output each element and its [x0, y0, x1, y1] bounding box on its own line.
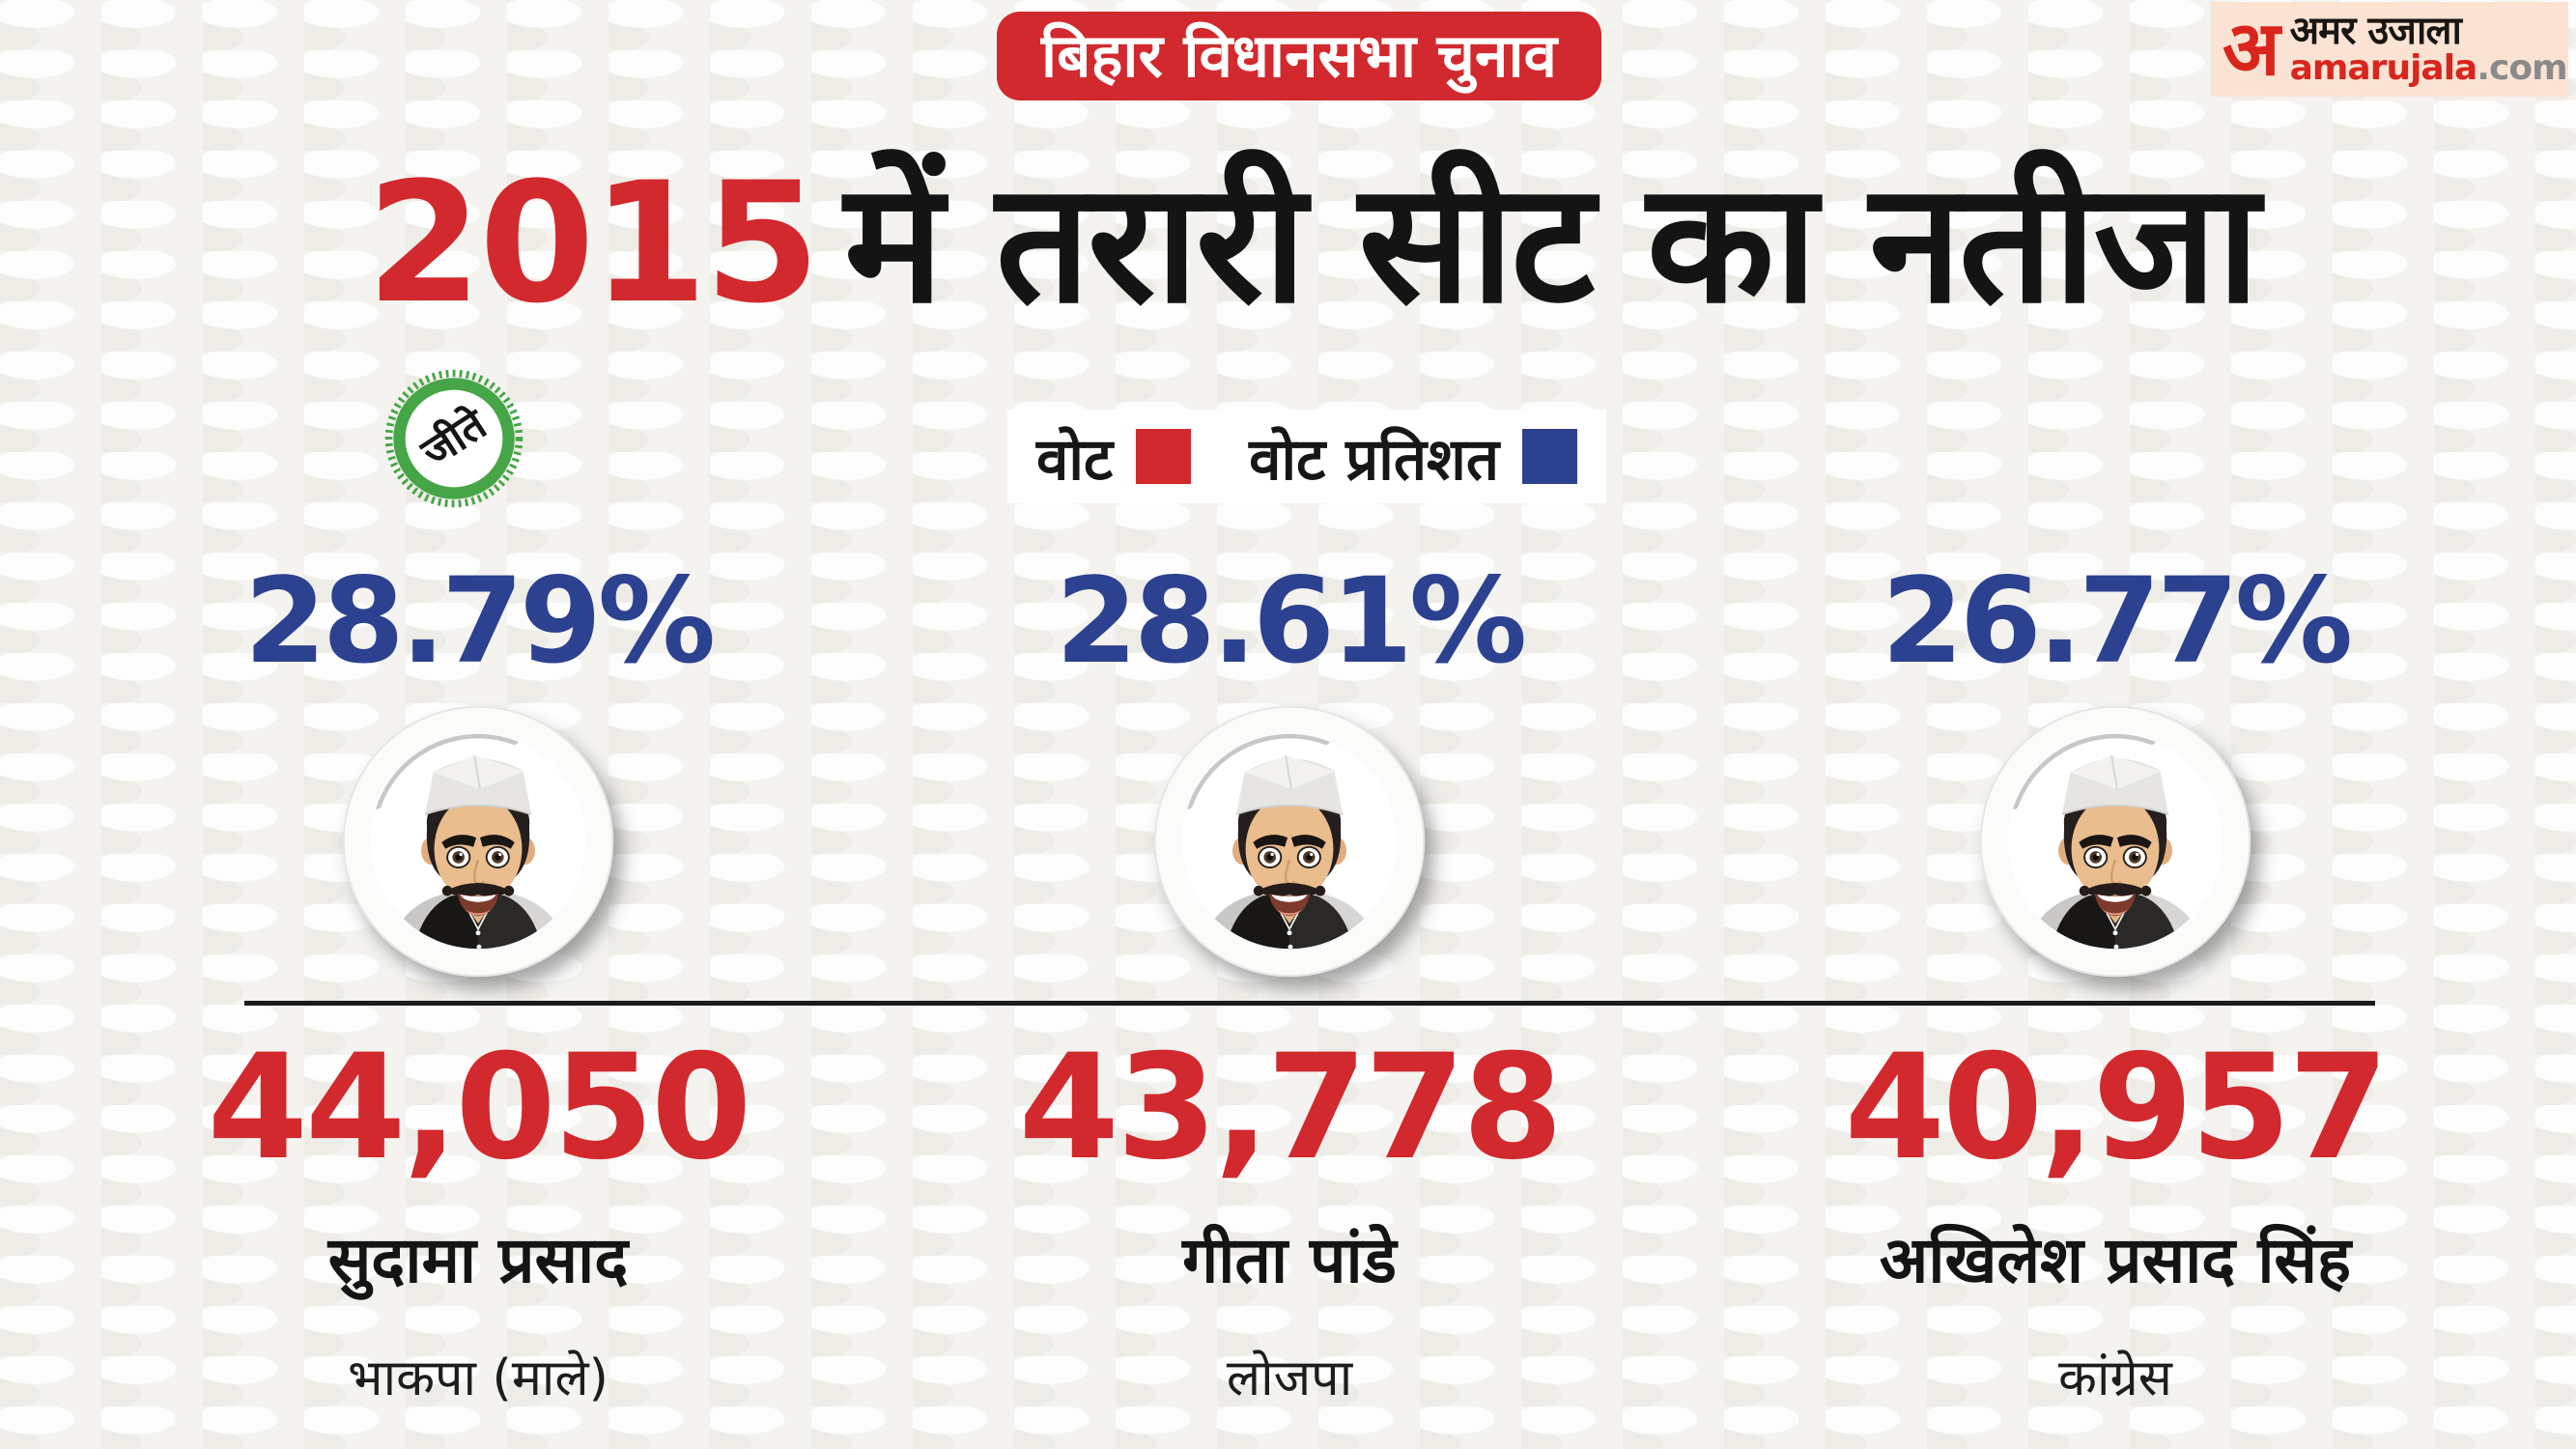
candidate2-percent: 28.61% [1055, 553, 1527, 690]
header-banner: बिहार विधानसभा चुनाव [997, 12, 1601, 100]
logo-url-suffix: .com [2477, 48, 2567, 89]
candidate1-party: भाकपा (माले) [348, 1350, 609, 1407]
candidate1-percent: 28.79% [243, 553, 716, 690]
candidate1-votes: 44,050 [207, 1024, 752, 1192]
candidate1-name: सुदामा प्रसाद [327, 1223, 629, 1297]
politician-avatar-icon [338, 701, 618, 981]
candidate3-votes: 40,957 [1844, 1024, 2390, 1192]
logo-monogram-icon: अ [2222, 6, 2280, 93]
banner-text: बिहार विधानसभा चुनाव [1041, 20, 1557, 91]
legend-percent-label: वोट प्रतिशत [1249, 425, 1500, 494]
title-year: 2015 [366, 146, 820, 340]
candidate3-percent: 26.77% [1881, 553, 2353, 690]
divider-line [244, 1001, 2375, 1006]
candidate2-avatar [1149, 701, 1430, 981]
legend-votes-label: वोट [1035, 425, 1114, 494]
page-title: 2015 में तरारी सीट का नतीजा [366, 124, 2260, 350]
winner-badge: जीते [384, 369, 524, 508]
candidate3-name: अखिलेश प्रसाद सिंह [1879, 1223, 2352, 1297]
candidate3-avatar [1975, 701, 2255, 981]
logo-hindi-name: अमर उजाला [2289, 9, 2462, 54]
title-rest: में तरारी सीट का नतीजा [844, 146, 2260, 340]
candidate1-avatar [338, 701, 618, 981]
politician-avatar-icon [1975, 701, 2255, 981]
votes-swatch-icon [1136, 429, 1192, 484]
chart-legend: वोट वोट प्रतिशत [1006, 410, 1607, 503]
candidate2-votes: 43,778 [1018, 1024, 1564, 1192]
logo-url: amarujala.com [2289, 48, 2568, 89]
candidate2-party: लोजपा [1226, 1350, 1353, 1407]
amarujala-logo[interactable]: अ अमर उजाला amarujala.com [2211, 2, 2568, 97]
percent-swatch-icon [1522, 429, 1578, 484]
politician-avatar-icon [1149, 701, 1430, 981]
logo-url-name: amarujala [2289, 48, 2478, 89]
candidate3-party: कांग्रेस [2058, 1350, 2172, 1407]
logo-text-stack: अमर उजाला amarujala.com [2289, 9, 2568, 89]
candidate2-name: गीता पांडे [1182, 1223, 1397, 1297]
